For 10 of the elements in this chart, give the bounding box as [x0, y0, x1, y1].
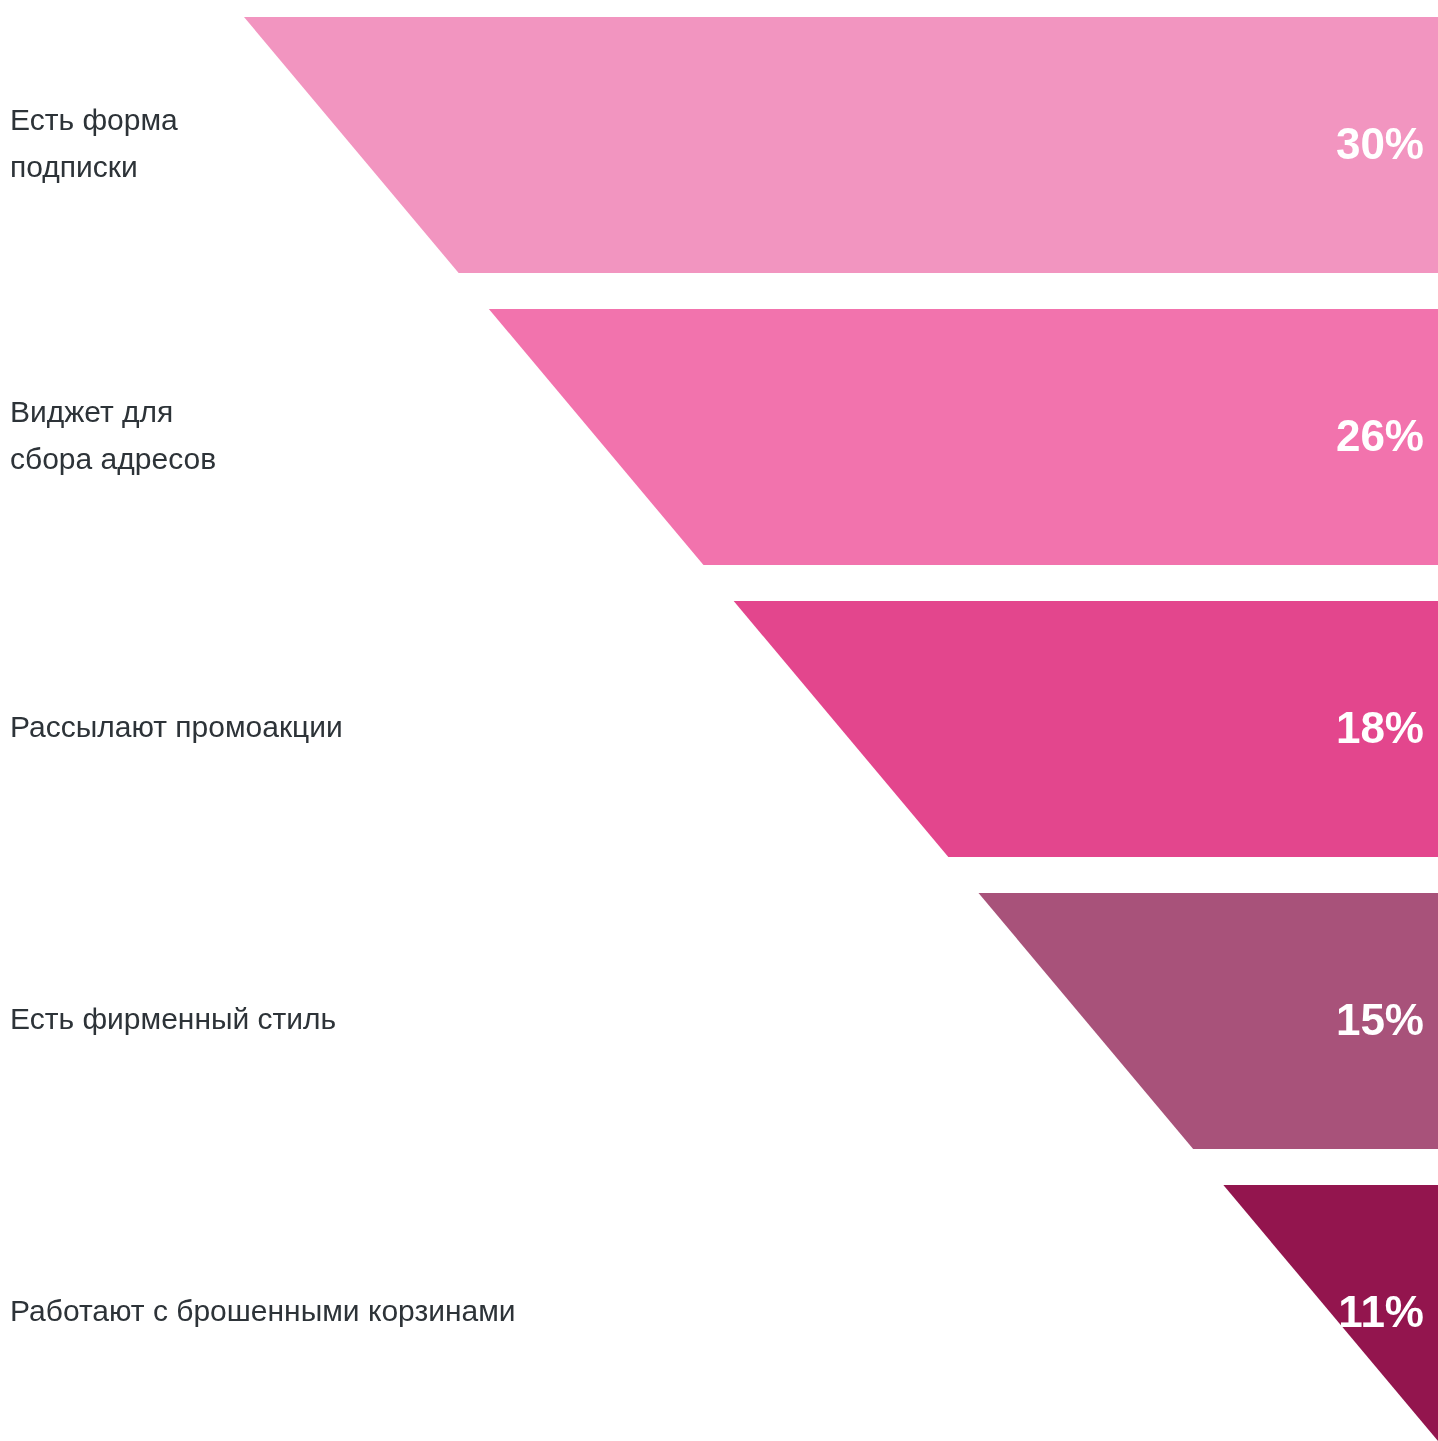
- category-label: Работают с брошенными корзинами: [10, 1294, 516, 1328]
- data-label: 26%: [1335, 411, 1424, 461]
- data-label: 11%: [1338, 1287, 1424, 1337]
- data-label: 18%: [1335, 703, 1424, 753]
- data-label: 15%: [1335, 995, 1424, 1045]
- category-label: Виджет для сбора адресов: [10, 394, 217, 475]
- data-label: 30%: [1335, 119, 1424, 169]
- category-label: Есть форма подписки: [10, 102, 179, 183]
- category-label: Рассылают промоакции: [10, 710, 343, 744]
- category-label: Есть фирменный стиль: [10, 1002, 337, 1036]
